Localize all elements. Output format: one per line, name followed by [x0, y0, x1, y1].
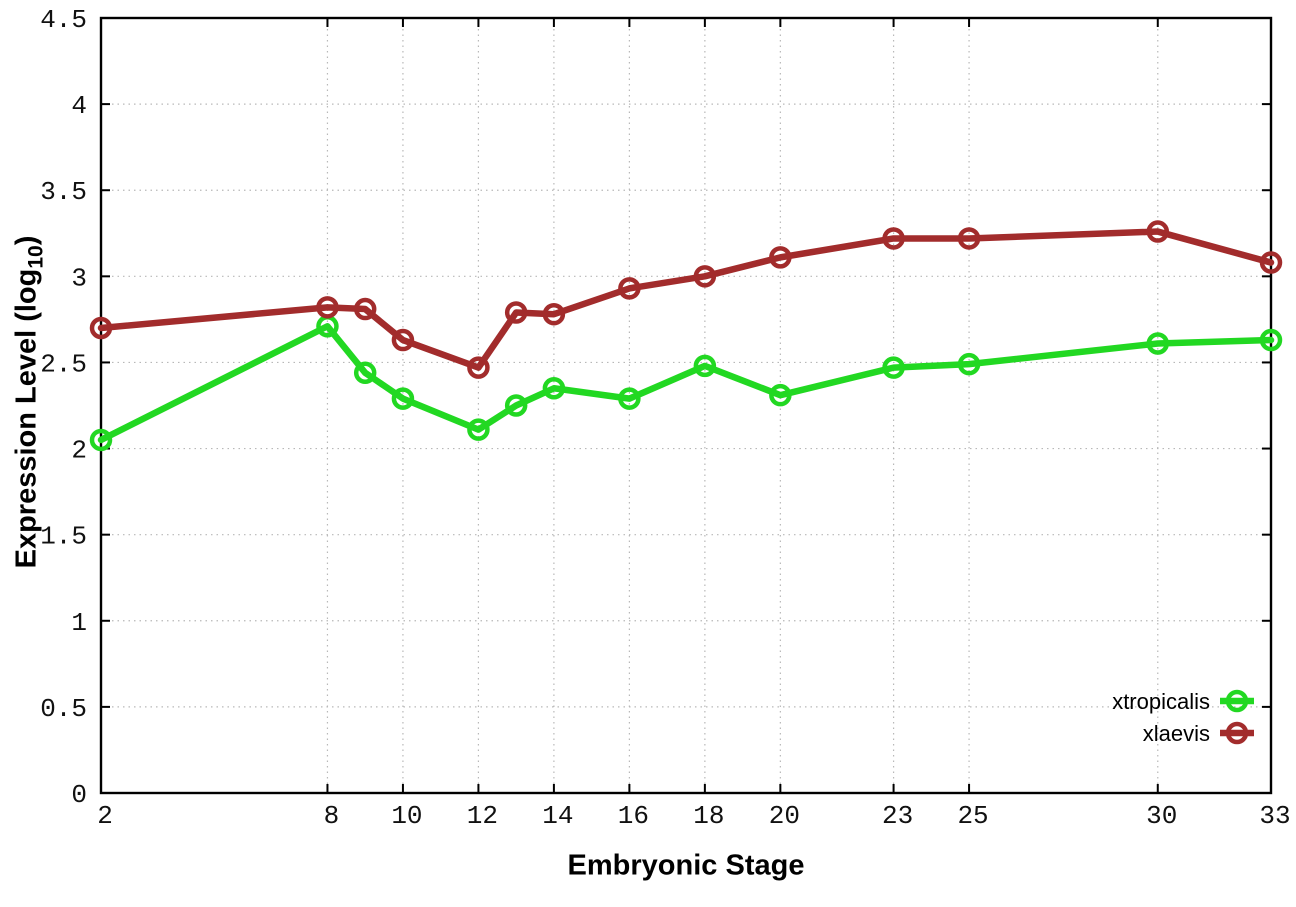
- y-tick-label: 0.5: [40, 694, 87, 724]
- x-tick-label: 2: [97, 801, 113, 831]
- y-axis-title-main: Expression Level (log: [10, 268, 43, 569]
- data-point-xlaevis-13: [504, 301, 528, 324]
- data-point-xlaevis-10: [391, 328, 415, 352]
- data-point-xtropicalis-18: [693, 354, 717, 378]
- data-point-xlaevis-12: [467, 356, 490, 379]
- data-point-xtropicalis-2: [89, 428, 113, 452]
- plot-border: [99, 16, 1273, 795]
- x-tick-label: 16: [618, 801, 649, 831]
- legend-item-xtropicalis: xtropicalis: [1112, 689, 1254, 714]
- y-tick-label: 3: [71, 263, 87, 293]
- y-tick-label: 3.5: [40, 177, 87, 207]
- y-tick-label: 2.5: [40, 349, 87, 379]
- x-tick-label: 30: [1146, 801, 1177, 831]
- data-point-xlaevis-33: [1259, 251, 1283, 274]
- tick-marks: [100, 17, 1272, 794]
- legend-marker-xlaevis: [1225, 721, 1249, 745]
- legend-label-xtropicalis: xtropicalis: [1112, 689, 1210, 714]
- data-point-xlaevis-16: [618, 277, 641, 300]
- data-point-xtropicalis-9: [353, 361, 377, 385]
- x-tick-label: 10: [391, 801, 422, 831]
- data-point-xlaevis-20: [769, 246, 792, 269]
- x-tick-label: 18: [693, 801, 724, 831]
- gridlines: [100, 17, 1272, 794]
- x-tick-label: 14: [542, 801, 573, 831]
- data-point-xtropicalis-25: [957, 352, 981, 376]
- x-tick-label: 33: [1259, 801, 1290, 831]
- y-axis-title: Expression Level (log10): [10, 235, 48, 569]
- series-xlaevis: [89, 220, 1283, 379]
- data-point-xtropicalis-16: [618, 387, 641, 410]
- data-point-xtropicalis-12: [467, 418, 490, 441]
- data-point-xtropicalis-14: [542, 377, 566, 400]
- x-tick-label: 12: [467, 801, 498, 831]
- data-point-xtropicalis-30: [1146, 332, 1170, 355]
- data-point-xlaevis-30: [1146, 220, 1170, 243]
- y-tick-label: 1.5: [40, 522, 87, 552]
- series-line-xtropicalis: [97, 323, 1275, 444]
- data-point-xtropicalis-23: [882, 356, 905, 379]
- y-tick-label: 4.5: [40, 5, 87, 35]
- y-tick-label: 4: [71, 91, 87, 121]
- x-tick-label: 20: [769, 801, 800, 831]
- data-point-xlaevis-9: [353, 297, 377, 321]
- x-tick-label: 23: [882, 801, 913, 831]
- legend-label-xlaevis: xlaevis: [1143, 721, 1210, 746]
- x-tick-label: 25: [957, 801, 988, 831]
- data-point-xlaevis-23: [882, 227, 905, 250]
- y-axis-title-subscript: 10: [24, 245, 48, 269]
- y-tick-label: 2: [71, 436, 87, 466]
- data-point-xlaevis-14: [542, 302, 566, 326]
- legend: xtropicalis xlaevis: [1112, 689, 1254, 746]
- data-point-xlaevis-2: [89, 316, 113, 340]
- data-point-xtropicalis-20: [769, 383, 792, 407]
- data-point-xtropicalis-33: [1259, 328, 1283, 352]
- legend-item-xlaevis: xlaevis: [1143, 721, 1254, 746]
- series-xtropicalis: [89, 315, 1283, 452]
- x-tick-label: 8: [324, 801, 340, 831]
- data-point-xtropicalis-10: [391, 387, 415, 410]
- data-point-xlaevis-8: [316, 296, 339, 319]
- y-tick-label: 0: [71, 780, 87, 810]
- x-axis-title: Embryonic Stage: [567, 849, 805, 882]
- legend-marker-xtropicalis: [1225, 689, 1249, 713]
- data-point-xtropicalis-13: [504, 394, 528, 417]
- y-tick-label: 1: [71, 608, 87, 638]
- data-point-xlaevis-18: [693, 265, 717, 288]
- y-axis-title-close: ): [10, 235, 43, 246]
- data-point-xlaevis-25: [957, 227, 981, 250]
